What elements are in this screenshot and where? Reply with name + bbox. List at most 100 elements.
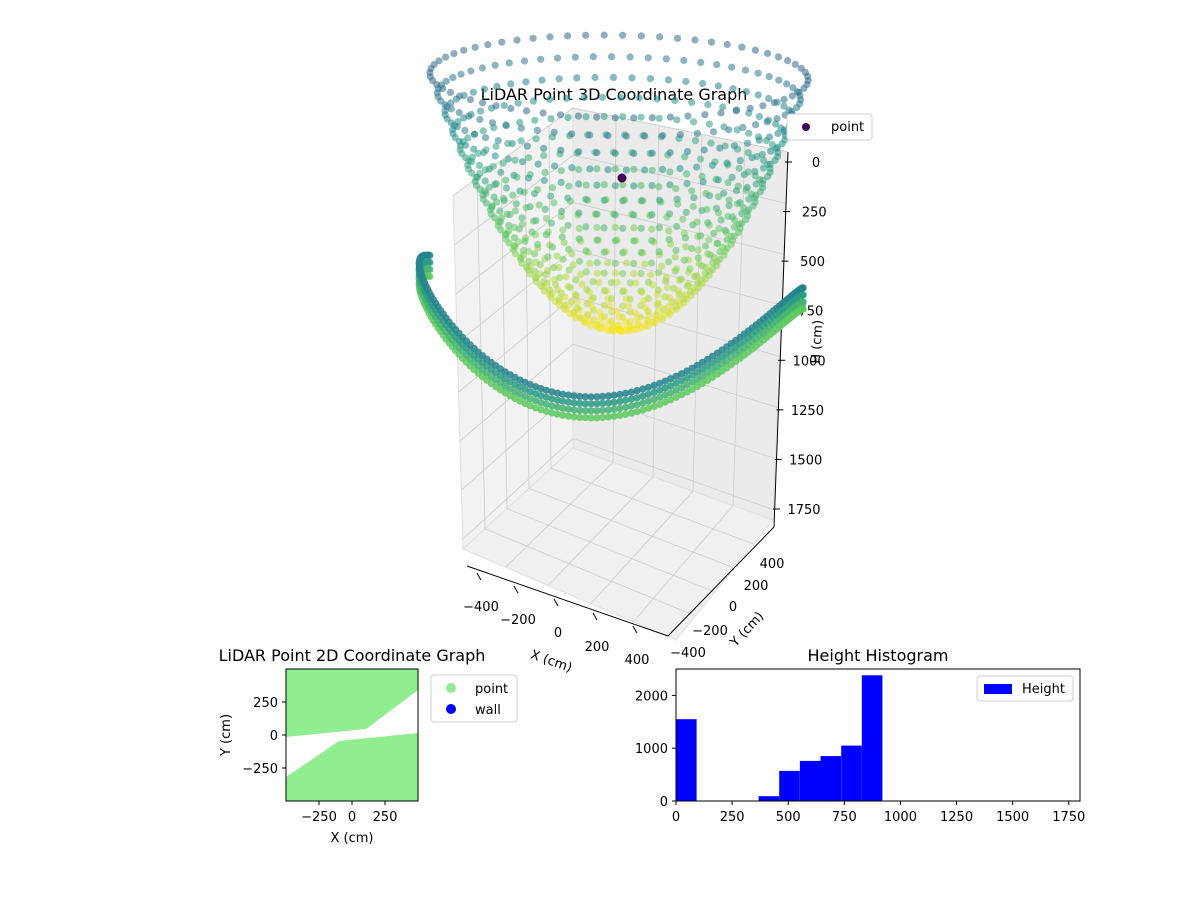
point-3d [655, 248, 663, 256]
point-3d [647, 271, 655, 279]
point-3d [575, 224, 583, 232]
point-3d [683, 388, 691, 396]
grid-line-floor [505, 462, 614, 568]
point-3d [666, 181, 674, 189]
point-3d [673, 34, 682, 42]
point-3d [564, 194, 572, 202]
point-3d [615, 321, 623, 329]
point-3d [581, 407, 590, 415]
legend-2d-marker-point [446, 683, 456, 693]
y-tick-label: −200 [692, 624, 728, 639]
point-3d [682, 243, 690, 251]
point-3d [608, 317, 616, 325]
point-3d [587, 414, 595, 422]
point-3d [662, 277, 670, 285]
grid-line-y [524, 143, 530, 489]
point-3d [663, 283, 672, 292]
point-3d [626, 324, 634, 332]
point-3d [714, 82, 722, 90]
point-3d [560, 239, 568, 247]
point-3d [507, 80, 515, 88]
point-3d [699, 178, 707, 186]
point-3d [565, 266, 573, 274]
point-3d [765, 94, 773, 103]
point-3d [763, 118, 771, 126]
point-3d [751, 46, 760, 54]
point-3d [540, 176, 549, 185]
point-3d [644, 307, 652, 315]
point-3d [799, 298, 807, 306]
point-3d [709, 266, 717, 274]
point-3d [601, 313, 609, 321]
point-3d [630, 211, 638, 219]
point-3d [780, 102, 788, 110]
point-3d [673, 116, 681, 124]
point-3d [732, 107, 740, 115]
point-3d [637, 302, 645, 310]
point-3d [641, 322, 650, 330]
point-3d [576, 392, 584, 400]
point-3d [591, 73, 599, 82]
point-3d [728, 173, 736, 181]
point-3d [568, 164, 576, 172]
point-3d [694, 284, 702, 292]
point-3d [518, 259, 526, 267]
point-3d [656, 379, 664, 387]
x-tick-label-hist: 1000 [884, 810, 917, 825]
point-3d [593, 414, 601, 422]
point-3d [639, 385, 647, 393]
point-3d [604, 259, 612, 267]
point-3d [553, 396, 561, 404]
point-3d [656, 33, 664, 41]
point-3d [593, 236, 601, 244]
point-3d [589, 53, 597, 61]
point-3d [560, 301, 569, 309]
point-3d [626, 308, 634, 316]
point-3d [637, 224, 645, 232]
point-3d [707, 139, 715, 147]
point-3d [752, 121, 760, 129]
point-3d [795, 88, 803, 96]
point-3d [528, 228, 536, 236]
point-3d [633, 321, 642, 329]
grid-line-z [572, 438, 774, 511]
point-3d [699, 79, 707, 88]
point-3d [691, 137, 700, 145]
point-3d [593, 400, 601, 408]
y-axis-label-3d: Y (cm) [727, 609, 767, 651]
point-3d [702, 242, 710, 250]
point-3d [723, 40, 731, 49]
point-3d [576, 406, 584, 414]
point-3d [600, 181, 608, 189]
point-3d [643, 316, 651, 324]
point-3d [619, 313, 627, 321]
point-3d [593, 223, 601, 232]
point-region-upper [286, 669, 418, 737]
point-3d [622, 259, 631, 267]
point-3d [783, 80, 791, 88]
point-3d [593, 113, 601, 121]
point-3d [626, 53, 634, 61]
point-3d [600, 287, 608, 295]
point-3d [519, 158, 527, 166]
point-3d [576, 413, 584, 421]
point-3d [582, 195, 590, 203]
point-3d [559, 397, 567, 405]
point-3d [619, 224, 627, 232]
point-3d [526, 203, 534, 211]
point-3d [735, 164, 743, 172]
point-3d [633, 401, 641, 409]
point-3d [570, 413, 578, 421]
point-3d [791, 60, 799, 68]
point-3d [684, 112, 692, 120]
point-3d [553, 410, 561, 418]
point-3d [515, 225, 524, 233]
point-3d [739, 123, 747, 131]
point-3d [671, 96, 679, 104]
point-3d [732, 187, 741, 195]
point-3d [667, 382, 675, 390]
point-3d [546, 95, 554, 104]
point-3d [537, 392, 545, 400]
point-3d [691, 36, 699, 44]
point-3d [442, 53, 450, 61]
